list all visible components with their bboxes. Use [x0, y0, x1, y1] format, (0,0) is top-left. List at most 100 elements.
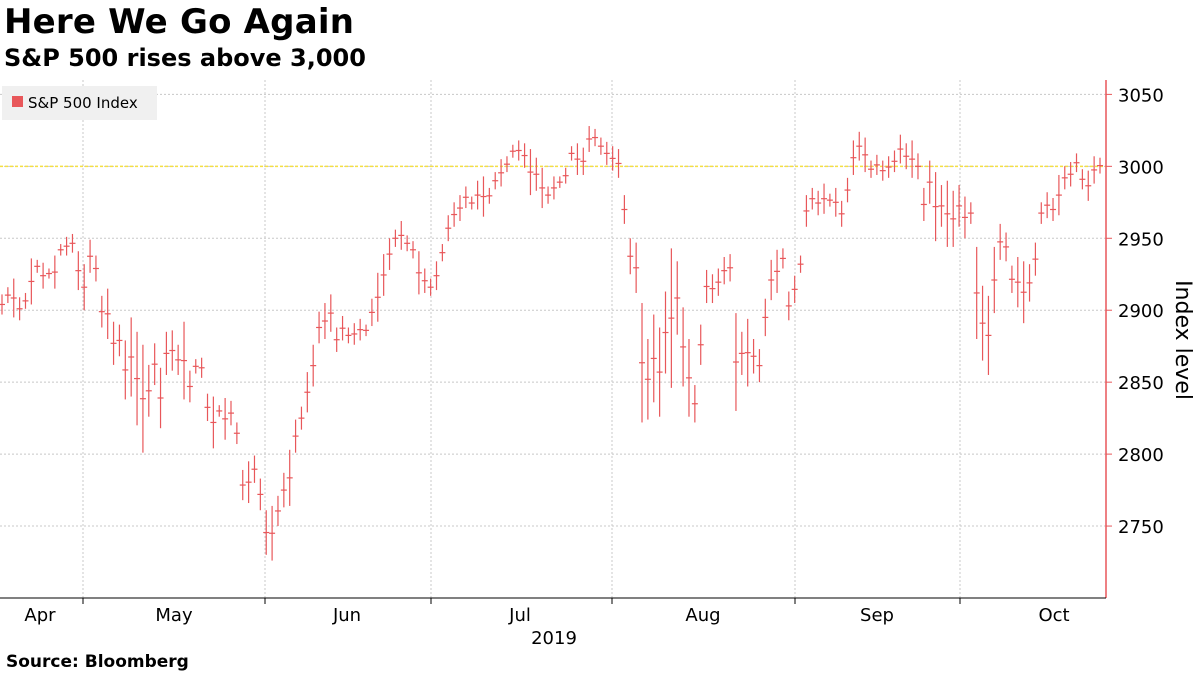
price-bar [439, 244, 446, 262]
price-bar [1044, 192, 1051, 219]
price-bar [644, 339, 651, 420]
price-bar [944, 180, 951, 247]
price-bar [339, 315, 346, 341]
price-bar [950, 190, 957, 247]
price-bar [1055, 174, 1062, 216]
price-bar [63, 236, 70, 256]
price-bar [87, 239, 94, 273]
price-bar [386, 238, 393, 270]
price-bar [357, 318, 364, 341]
price-bar [668, 248, 675, 388]
x-tick-label: Aug [685, 605, 720, 626]
price-bar [310, 344, 317, 387]
price-bar [926, 160, 933, 204]
price-bar [750, 339, 757, 374]
price-bar [298, 406, 305, 430]
price-bar [562, 167, 569, 184]
price-bar [181, 321, 188, 400]
price-bar [321, 303, 328, 339]
price-bar [69, 233, 76, 253]
price-bar [932, 172, 939, 242]
price-bar [1020, 261, 1027, 324]
price-bar [304, 372, 311, 413]
x-axis-year-label: 2019 [531, 628, 577, 649]
price-bar [374, 272, 381, 322]
price-bar [151, 343, 158, 386]
price-bar [574, 143, 581, 175]
price-bar [756, 349, 763, 383]
price-bar [1038, 202, 1045, 224]
price-bar [862, 137, 869, 173]
price-bar [662, 291, 669, 374]
price-bar [51, 255, 58, 289]
y-tick-label: 3000 [1118, 157, 1164, 178]
price-bar [1032, 242, 1039, 276]
price-bar [274, 495, 281, 527]
price-bar [192, 359, 199, 374]
x-tick-label: Jun [332, 605, 361, 626]
price-bar [456, 195, 463, 222]
price-bar [227, 400, 234, 426]
price-bar [545, 186, 552, 204]
price-bar [973, 246, 980, 339]
price-bar [680, 307, 687, 387]
price-bar [597, 137, 604, 155]
price-bar [222, 397, 229, 440]
price-bar [0, 294, 5, 315]
price-bar [956, 185, 963, 227]
price-bar [57, 244, 64, 256]
price-bar [961, 196, 968, 239]
price-bar [715, 268, 722, 296]
price-bar [809, 187, 816, 210]
price-bar [762, 298, 769, 337]
price-bar [621, 195, 628, 224]
price-bar [709, 274, 716, 304]
price-bar [468, 196, 475, 210]
price-bar [10, 278, 17, 318]
y-tick-label: 2950 [1118, 229, 1164, 250]
price-bar [838, 200, 845, 227]
price-bar [351, 323, 358, 345]
price-bar [533, 157, 540, 191]
price-bar [292, 419, 299, 453]
price-bar [727, 254, 734, 282]
price-bar [480, 176, 487, 217]
price-bar [650, 314, 657, 403]
price-bar [785, 291, 792, 321]
price-bar [1079, 169, 1086, 190]
y-axis-label: Index level [1170, 280, 1195, 400]
price-bar [832, 187, 839, 217]
price-bar [104, 288, 111, 339]
legend-entry-sp500: S&P 500 Index [28, 94, 138, 112]
y-tick-label: 2850 [1118, 373, 1164, 394]
x-tick-label: Jul [508, 605, 531, 626]
price-bar [345, 327, 352, 344]
price-bar [392, 229, 399, 247]
source-note: Source: Bloomberg [6, 652, 189, 672]
price-bar [803, 195, 810, 227]
price-bar [263, 510, 270, 555]
price-bars [0, 126, 1103, 561]
price-bar [492, 172, 499, 190]
x-tick-label: Oct [1038, 605, 1069, 626]
price-bar [920, 187, 927, 222]
price-bar [633, 242, 640, 293]
price-bar [81, 264, 88, 311]
price-bar [327, 294, 334, 332]
price-bar [1026, 264, 1033, 302]
price-bar [410, 241, 417, 259]
price-bar [110, 321, 117, 365]
price-bar [868, 160, 875, 178]
price-bar [4, 287, 11, 304]
price-bar [433, 261, 440, 291]
price-bar [674, 261, 681, 335]
price-bar [139, 344, 146, 453]
price-bar [186, 370, 193, 403]
price-bar [280, 472, 287, 508]
price-bar [1003, 232, 1010, 262]
price-bar [116, 324, 123, 357]
x-tick-label: Sep [860, 605, 894, 626]
price-bar [28, 258, 35, 305]
price-bar [515, 140, 522, 161]
price-bar [257, 478, 264, 511]
